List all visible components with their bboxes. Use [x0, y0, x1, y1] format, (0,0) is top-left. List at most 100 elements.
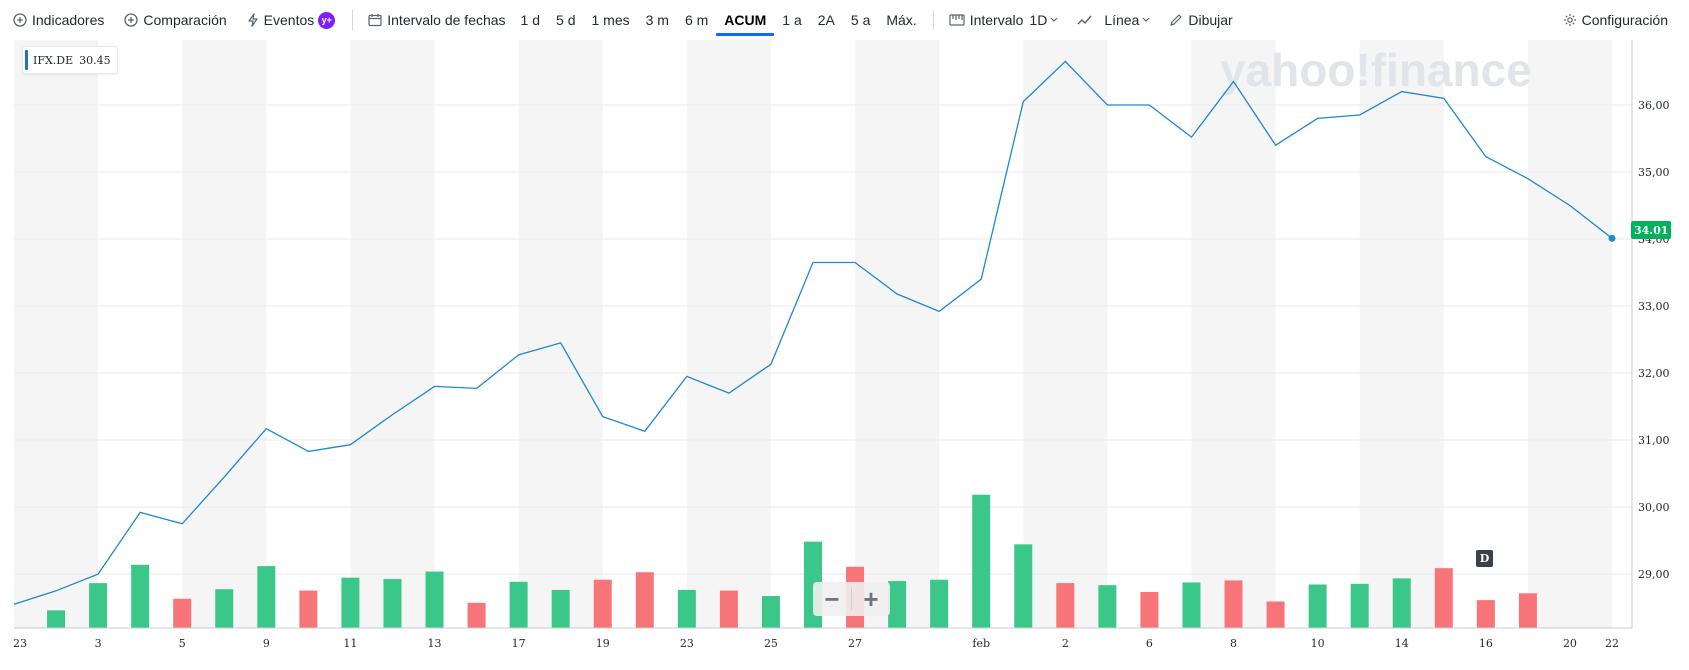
volume-bar [1182, 582, 1201, 628]
last-price-tag: 34.01 [1631, 221, 1672, 239]
x-tick-label: 23 [680, 637, 694, 650]
background-band [1359, 40, 1444, 628]
range-tab-ytd[interactable]: ACUM [716, 0, 775, 40]
range-tab-1m[interactable]: 1 mes [591, 12, 630, 28]
background-band [855, 40, 940, 628]
volume-bar [1224, 580, 1243, 628]
volume-bar [425, 571, 444, 628]
chart-background-bands [14, 40, 1612, 628]
zoom-controls: − + [813, 582, 890, 616]
symbol-legend[interactable]: IFX.DE 30.45 [22, 46, 118, 74]
range-tab-6m[interactable]: 6 m [684, 12, 709, 28]
settings-button[interactable]: Configuración [1556, 0, 1675, 40]
chart-toolbar: Indicadores Comparación Eventos y+ Inter… [0, 0, 1689, 40]
range-tab-1d[interactable]: 1 d [520, 12, 541, 28]
y-tick-label: 36,00 [1638, 99, 1670, 112]
calendar-icon [368, 14, 382, 27]
volume-bar [972, 494, 991, 628]
x-tick-label: 3 [95, 637, 102, 650]
range-tab-5d[interactable]: 5 d [556, 12, 576, 28]
chart-axes [14, 40, 1633, 629]
volume-bar [1434, 568, 1453, 628]
volume-bar [89, 583, 108, 628]
x-tick-label: 16 [1479, 637, 1493, 650]
horizontal-gridlines [14, 104, 1632, 575]
indicators-button[interactable]: Indicadores [0, 0, 111, 40]
background-band [686, 40, 771, 628]
background-band [518, 40, 603, 628]
y-tick-label: 33,00 [1638, 300, 1670, 313]
volume-bar [1140, 591, 1159, 628]
toolbar-divider [932, 10, 934, 30]
events-button[interactable]: Eventos y+ [240, 0, 343, 40]
volume-bar [299, 590, 318, 628]
price-series-line [13, 60, 1613, 605]
volume-bar [930, 579, 949, 628]
range-tab-max[interactable]: Máx. [886, 12, 917, 28]
background-band [1527, 40, 1612, 628]
comparison-button[interactable]: Comparación [117, 0, 233, 40]
volume-bar [1098, 585, 1117, 628]
volume-bar [509, 581, 528, 628]
chart-type-label: Línea [1104, 12, 1140, 28]
zoom-in-button[interactable]: + [863, 583, 879, 614]
volume-bar [131, 564, 150, 628]
last-price-point [1608, 234, 1616, 242]
ruler-icon [949, 14, 965, 26]
volume-bar [719, 590, 738, 628]
x-tick-label: 25 [764, 637, 778, 650]
x-tick-label: 2 [1062, 637, 1069, 650]
volume-bar [677, 589, 696, 628]
range-tab-3m[interactable]: 3 m [645, 12, 669, 28]
plus-circle-icon [13, 13, 27, 27]
volume-bar [1392, 578, 1411, 628]
volume-bar [761, 596, 780, 628]
volume-bar [257, 566, 276, 628]
x-tick-label: 11 [343, 637, 357, 650]
range-tab-5y[interactable]: 5 a [850, 12, 871, 28]
volume-bar [635, 572, 654, 628]
interval-button[interactable]: Intervalo 1D [942, 0, 1071, 40]
svg-text:yahoo!finance: yahoo!finance [1220, 44, 1532, 96]
volume-bar [467, 602, 486, 628]
volume-bar [1014, 544, 1033, 628]
x-tick-label: feb [972, 637, 990, 650]
draw-button[interactable]: Dibujar [1162, 0, 1239, 40]
volume-bars [47, 494, 1537, 628]
date-range-button[interactable]: Intervalo de fechas [361, 0, 512, 40]
volume-bar [1308, 584, 1327, 628]
y-tick-label: 29,00 [1638, 568, 1670, 581]
legend-value: 30.45 [79, 53, 111, 67]
chart-type-button[interactable]: Línea [1070, 0, 1162, 40]
volume-bar [1350, 583, 1369, 628]
yahoo-finance-watermark: yahoo!finance [1220, 44, 1532, 96]
x-tick-label: 13 [428, 637, 442, 650]
x-tick-label: 19 [596, 637, 610, 650]
background-band [1023, 40, 1108, 628]
events-label: Eventos [263, 12, 315, 28]
volume-bar [551, 589, 570, 628]
dividend-marker[interactable]: D [1476, 550, 1493, 567]
background-band [14, 40, 99, 628]
volume-bar [1476, 600, 1495, 628]
background-band [1191, 40, 1276, 628]
settings-label: Configuración [1581, 12, 1668, 28]
range-tab-1y[interactable]: 1 a [782, 12, 802, 28]
background-band [182, 40, 267, 628]
indicators-label: Indicadores [32, 12, 105, 28]
zoom-out-button[interactable]: − [824, 583, 840, 614]
volume-bar [383, 579, 402, 628]
range-tab-2y[interactable]: 2A [817, 12, 835, 28]
x-tick-label: 10 [1311, 637, 1325, 650]
zoom-divider [851, 588, 852, 610]
yahoo-plus-badge: y+ [318, 11, 336, 29]
lightning-icon [248, 13, 258, 27]
x-tick-label: 27 [848, 637, 862, 650]
volume-bar [1518, 593, 1537, 628]
x-tick-label: 22 [1605, 637, 1619, 650]
background-band [350, 40, 435, 628]
line-chart-icon [1077, 15, 1092, 25]
draw-label: Dibujar [1188, 12, 1233, 28]
